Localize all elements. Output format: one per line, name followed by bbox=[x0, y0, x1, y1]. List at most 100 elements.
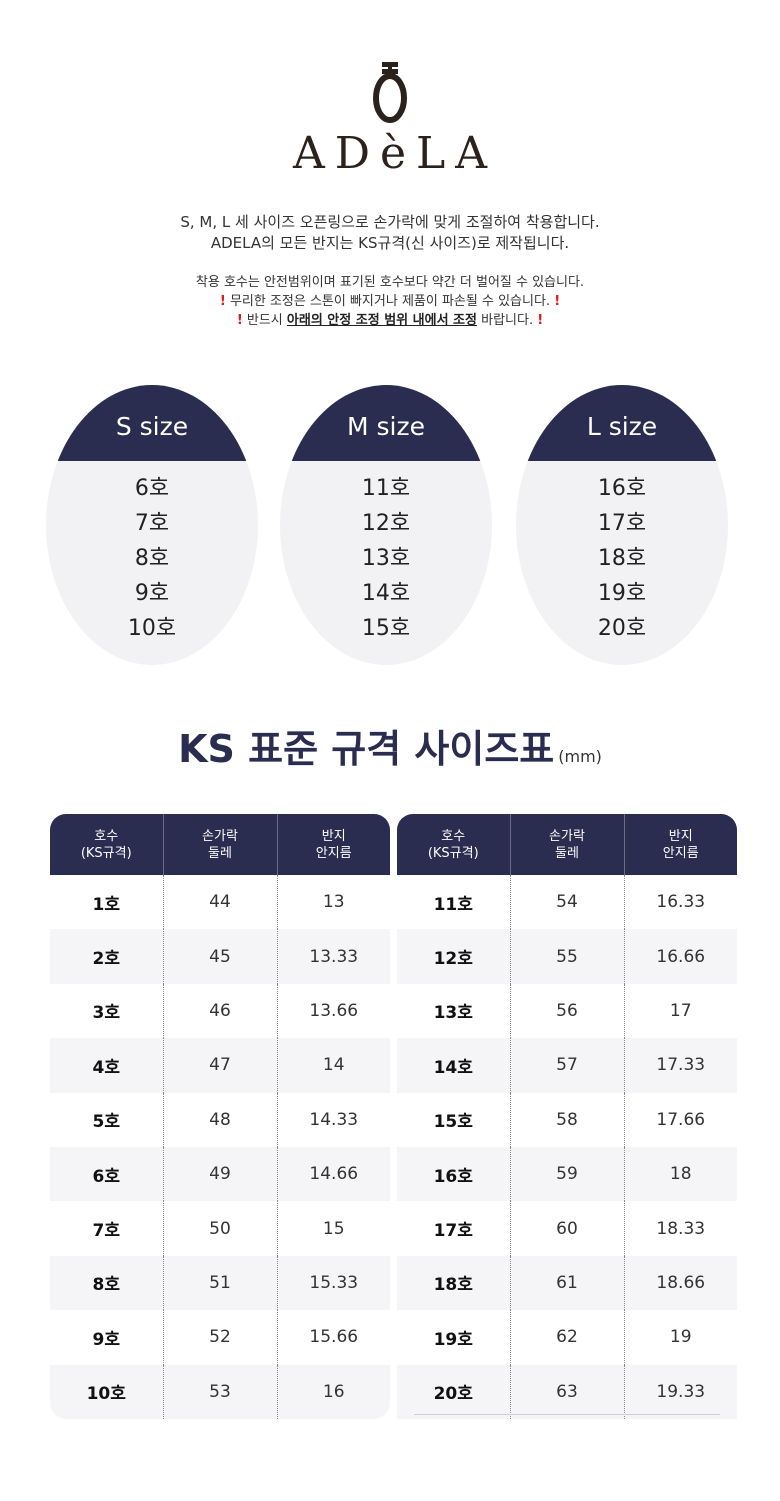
header-line: 호수 bbox=[94, 828, 119, 844]
table-row: 7호 50 15 bbox=[50, 1201, 390, 1256]
cell-inner-diameter: 17.33 bbox=[623, 1038, 737, 1093]
cell-finger-circumference: 47 bbox=[162, 1038, 277, 1093]
cell-inner-diameter: 14.33 bbox=[276, 1092, 390, 1147]
cell-ring-number: 16호 bbox=[397, 1146, 510, 1202]
cell-ring-number: 9호 bbox=[92, 1329, 120, 1350]
size-card-values: 16호 17호 18호 19호 20호 bbox=[516, 471, 728, 646]
size-value: 9호 bbox=[134, 581, 170, 606]
cell-finger-circumference: 51 bbox=[162, 1255, 277, 1311]
table-row: 6호 49 14.66 bbox=[50, 1146, 390, 1202]
cell-finger-circumference: 46 bbox=[162, 983, 277, 1039]
note-line-2-text: 무리한 조정은 스톤이 빠지거나 제품이 파손될 수 있습니다. bbox=[229, 294, 551, 309]
cell-inner-diameter: 13.66 bbox=[276, 983, 390, 1039]
note-line-3-post: 바랍니다. bbox=[476, 313, 534, 328]
warning-icon: ! bbox=[537, 313, 544, 328]
cell-ring-number: 13호 bbox=[433, 1003, 473, 1024]
cell-inner-diameter: 17.66 bbox=[623, 1092, 737, 1147]
header-ring-number: 호수 (KS규격) bbox=[50, 814, 163, 875]
size-card-values: 11호 12호 13호 14호 15호 bbox=[280, 471, 492, 646]
table-row: 15호 58 17.66 bbox=[397, 1092, 737, 1147]
note-line-3-emphasis: 아래의 안정 조정 범위 내에서 조정 bbox=[286, 313, 477, 328]
cell-finger-circumference: 50 bbox=[162, 1201, 277, 1256]
table-row: 9호 52 15.66 bbox=[50, 1310, 390, 1365]
size-value: 11호 bbox=[361, 476, 411, 501]
size-card-values: 6호 7호 8호 9호 10호 bbox=[46, 471, 258, 646]
size-value: 16호 bbox=[597, 476, 647, 501]
cell-finger-circumference: 45 bbox=[162, 929, 277, 984]
header-finger-circumference: 손가락 둘레 bbox=[162, 814, 277, 875]
cell-finger-circumference: 44 bbox=[162, 875, 277, 930]
size-card-s: S size 6호 7호 8호 9호 10호 bbox=[46, 385, 258, 665]
cell-finger-circumference: 59 bbox=[509, 1146, 624, 1202]
table-row: 2호 45 13.33 bbox=[50, 929, 390, 984]
cell-finger-circumference: 54 bbox=[509, 875, 624, 930]
size-value: 7호 bbox=[134, 511, 170, 536]
cell-inner-diameter: 19 bbox=[623, 1310, 737, 1365]
note-line-3: ! 반드시 아래의 안정 조정 범위 내에서 조정 바랍니다. ! bbox=[0, 311, 780, 330]
table-row: 16호 59 18 bbox=[397, 1146, 737, 1202]
table-body: 11호 54 16.33 12호 55 16.66 13호 56 17 14호 57 17.33 15호… bbox=[397, 875, 737, 1419]
header-line: (KS규격) bbox=[427, 845, 479, 861]
cell-finger-circumference: 48 bbox=[162, 1092, 277, 1147]
header-ring-number: 호수 (KS규격) bbox=[397, 814, 510, 875]
table-header-row: 호수 (KS규격) 손가락 둘레 반지 안지름 bbox=[397, 814, 737, 875]
table-row: 12호 55 16.66 bbox=[397, 929, 737, 984]
size-value: 15호 bbox=[361, 616, 411, 641]
warning-icon: ! bbox=[219, 294, 226, 309]
table-bottom-rule bbox=[414, 1414, 720, 1415]
size-table-heading: KS 표준 규격 사이즈표 (mm) bbox=[0, 718, 780, 773]
cell-ring-number: 17호 bbox=[433, 1221, 473, 1242]
header-inner-diameter: 반지 안지름 bbox=[276, 814, 390, 875]
cell-ring-number: 5호 bbox=[92, 1112, 120, 1133]
cell-ring-number: 18호 bbox=[397, 1255, 510, 1311]
cell-finger-circumference: 55 bbox=[509, 929, 624, 984]
header-line: 안지름 bbox=[662, 845, 699, 861]
cell-ring-number: 3호 bbox=[92, 1003, 120, 1024]
note-line-3-pre: 반드시 bbox=[246, 313, 287, 328]
table-row: 10호 53 16 bbox=[50, 1364, 390, 1419]
size-value: 17호 bbox=[597, 511, 647, 536]
size-card-l: L size 16호 17호 18호 19호 20호 bbox=[516, 385, 728, 665]
table-row: 3호 46 13.66 bbox=[50, 983, 390, 1039]
cell-inner-diameter: 19.33 bbox=[623, 1364, 737, 1419]
cell-inner-diameter: 17 bbox=[623, 983, 737, 1039]
cell-inner-diameter: 16.66 bbox=[623, 929, 737, 984]
header-finger-circumference: 손가락 둘레 bbox=[509, 814, 624, 875]
table-row: 8호 51 15.33 bbox=[50, 1255, 390, 1311]
size-value: 12호 bbox=[361, 511, 411, 536]
cell-ring-number: 7호 bbox=[92, 1221, 120, 1242]
ring-logo-icon bbox=[373, 62, 407, 123]
table-row: 4호 47 14 bbox=[50, 1038, 390, 1093]
table-row: 5호 48 14.33 bbox=[50, 1092, 390, 1147]
warning-icon: ! bbox=[554, 294, 561, 309]
cell-finger-circumference: 58 bbox=[509, 1092, 624, 1147]
cell-finger-circumference: 57 bbox=[509, 1038, 624, 1093]
cell-ring-number: 11호 bbox=[433, 894, 473, 915]
cell-ring-number: 6호 bbox=[50, 1146, 163, 1202]
cell-ring-number: 12호 bbox=[397, 929, 510, 984]
cell-inner-diameter: 15 bbox=[276, 1201, 390, 1256]
intro-text: S, M, L 세 사이즈 오픈링으로 손가락에 맞게 조절하여 착용합니다. … bbox=[0, 212, 780, 254]
size-table-left: 호수 (KS규격) 손가락 둘레 반지 안지름 1호 44 13 2호 45 13.33 3호 46… bbox=[50, 814, 390, 1419]
header-line: 손가락 bbox=[202, 828, 238, 844]
cell-inner-diameter: 18.66 bbox=[623, 1255, 737, 1311]
size-value: 19호 bbox=[597, 581, 647, 606]
note-line-1: 착용 호수는 안전범위이며 표기된 호수보다 약간 더 벌어질 수 있습니다. bbox=[195, 275, 585, 290]
brand-wordmark: ADèLA bbox=[292, 128, 498, 179]
cell-finger-circumference: 61 bbox=[509, 1255, 624, 1311]
cell-ring-number: 1호 bbox=[92, 894, 120, 915]
cell-finger-circumference: 60 bbox=[509, 1201, 624, 1256]
cell-ring-number: 19호 bbox=[433, 1329, 473, 1350]
header-inner-diameter: 반지 안지름 bbox=[623, 814, 737, 875]
header-line: 반지 bbox=[668, 828, 693, 844]
header-line: 둘레 bbox=[208, 845, 232, 861]
cell-finger-circumference: 62 bbox=[509, 1310, 624, 1365]
size-value: 18호 bbox=[597, 546, 647, 571]
table-row: 11호 54 16.33 bbox=[397, 875, 737, 930]
size-card-label: L size bbox=[516, 385, 728, 461]
table-body: 1호 44 13 2호 45 13.33 3호 46 13.66 4호 47 14 5호 48 14.33 6… bbox=[50, 875, 390, 1419]
brand-logo: ADèLA bbox=[0, 60, 780, 179]
table-row: 18호 61 18.66 bbox=[397, 1255, 737, 1311]
size-value: 14호 bbox=[361, 581, 411, 606]
cell-ring-number: 10호 bbox=[50, 1364, 163, 1419]
